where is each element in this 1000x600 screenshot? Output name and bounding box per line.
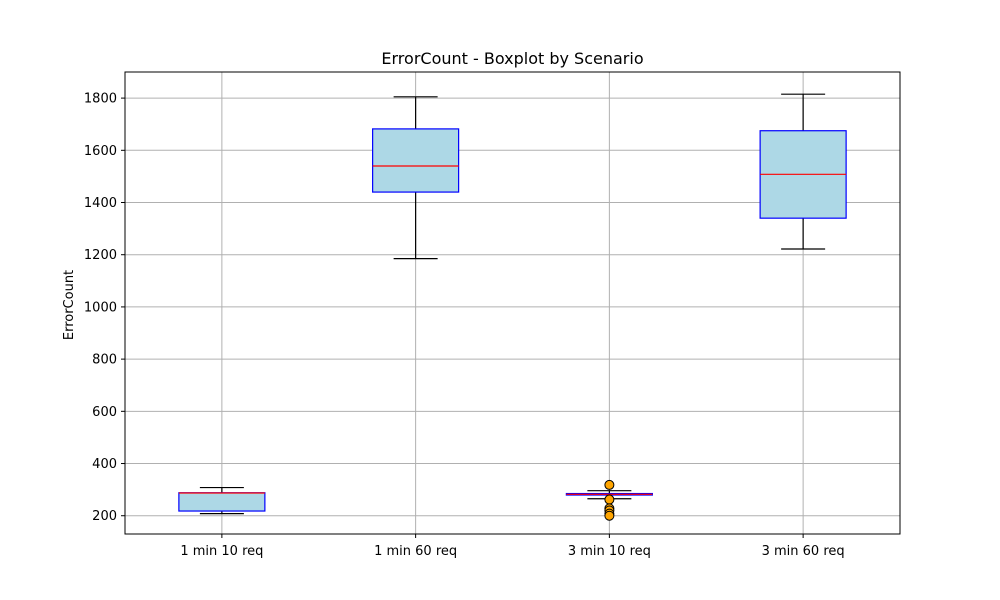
y-tick-label: 800 <box>92 353 117 368</box>
chart-title: ErrorCount - Boxplot by Scenario <box>381 49 643 68</box>
y-tick-label: 400 <box>92 457 117 472</box>
box-iqr <box>178 492 266 512</box>
boxes <box>178 93 847 521</box>
outlier-point <box>604 494 615 505</box>
axis-ticks: 200 400 600 800 1000 1200 1400 1600 1800 1 min 10… <box>84 92 845 559</box>
y-tick-label: 1600 <box>84 144 117 159</box>
x-tick-label: 3 min 60 req <box>762 544 845 559</box>
box-group <box>372 96 460 260</box>
y-tick-label: 1800 <box>84 92 117 107</box>
x-tick-label: 1 min 10 req <box>180 544 263 559</box>
y-axis-label: ErrorCount <box>62 270 77 340</box>
y-tick-label: 1400 <box>84 196 117 211</box>
x-tick-label: 1 min 60 req <box>374 544 457 559</box>
outlier-point <box>604 479 615 490</box>
plot-area-frame <box>124 71 901 535</box>
y-tick-label: 600 <box>92 405 117 420</box>
y-tick-label: 200 <box>92 509 117 524</box>
x-tick-label: 3 min 10 req <box>568 544 651 559</box>
y-tick-label: 1200 <box>84 248 117 263</box>
box-group <box>759 93 847 250</box>
box-group <box>565 479 653 521</box>
box-iqr <box>372 128 460 193</box>
box-group <box>178 486 266 515</box>
y-tick-label: 1000 <box>84 300 117 315</box>
outlier-point <box>604 510 615 521</box>
